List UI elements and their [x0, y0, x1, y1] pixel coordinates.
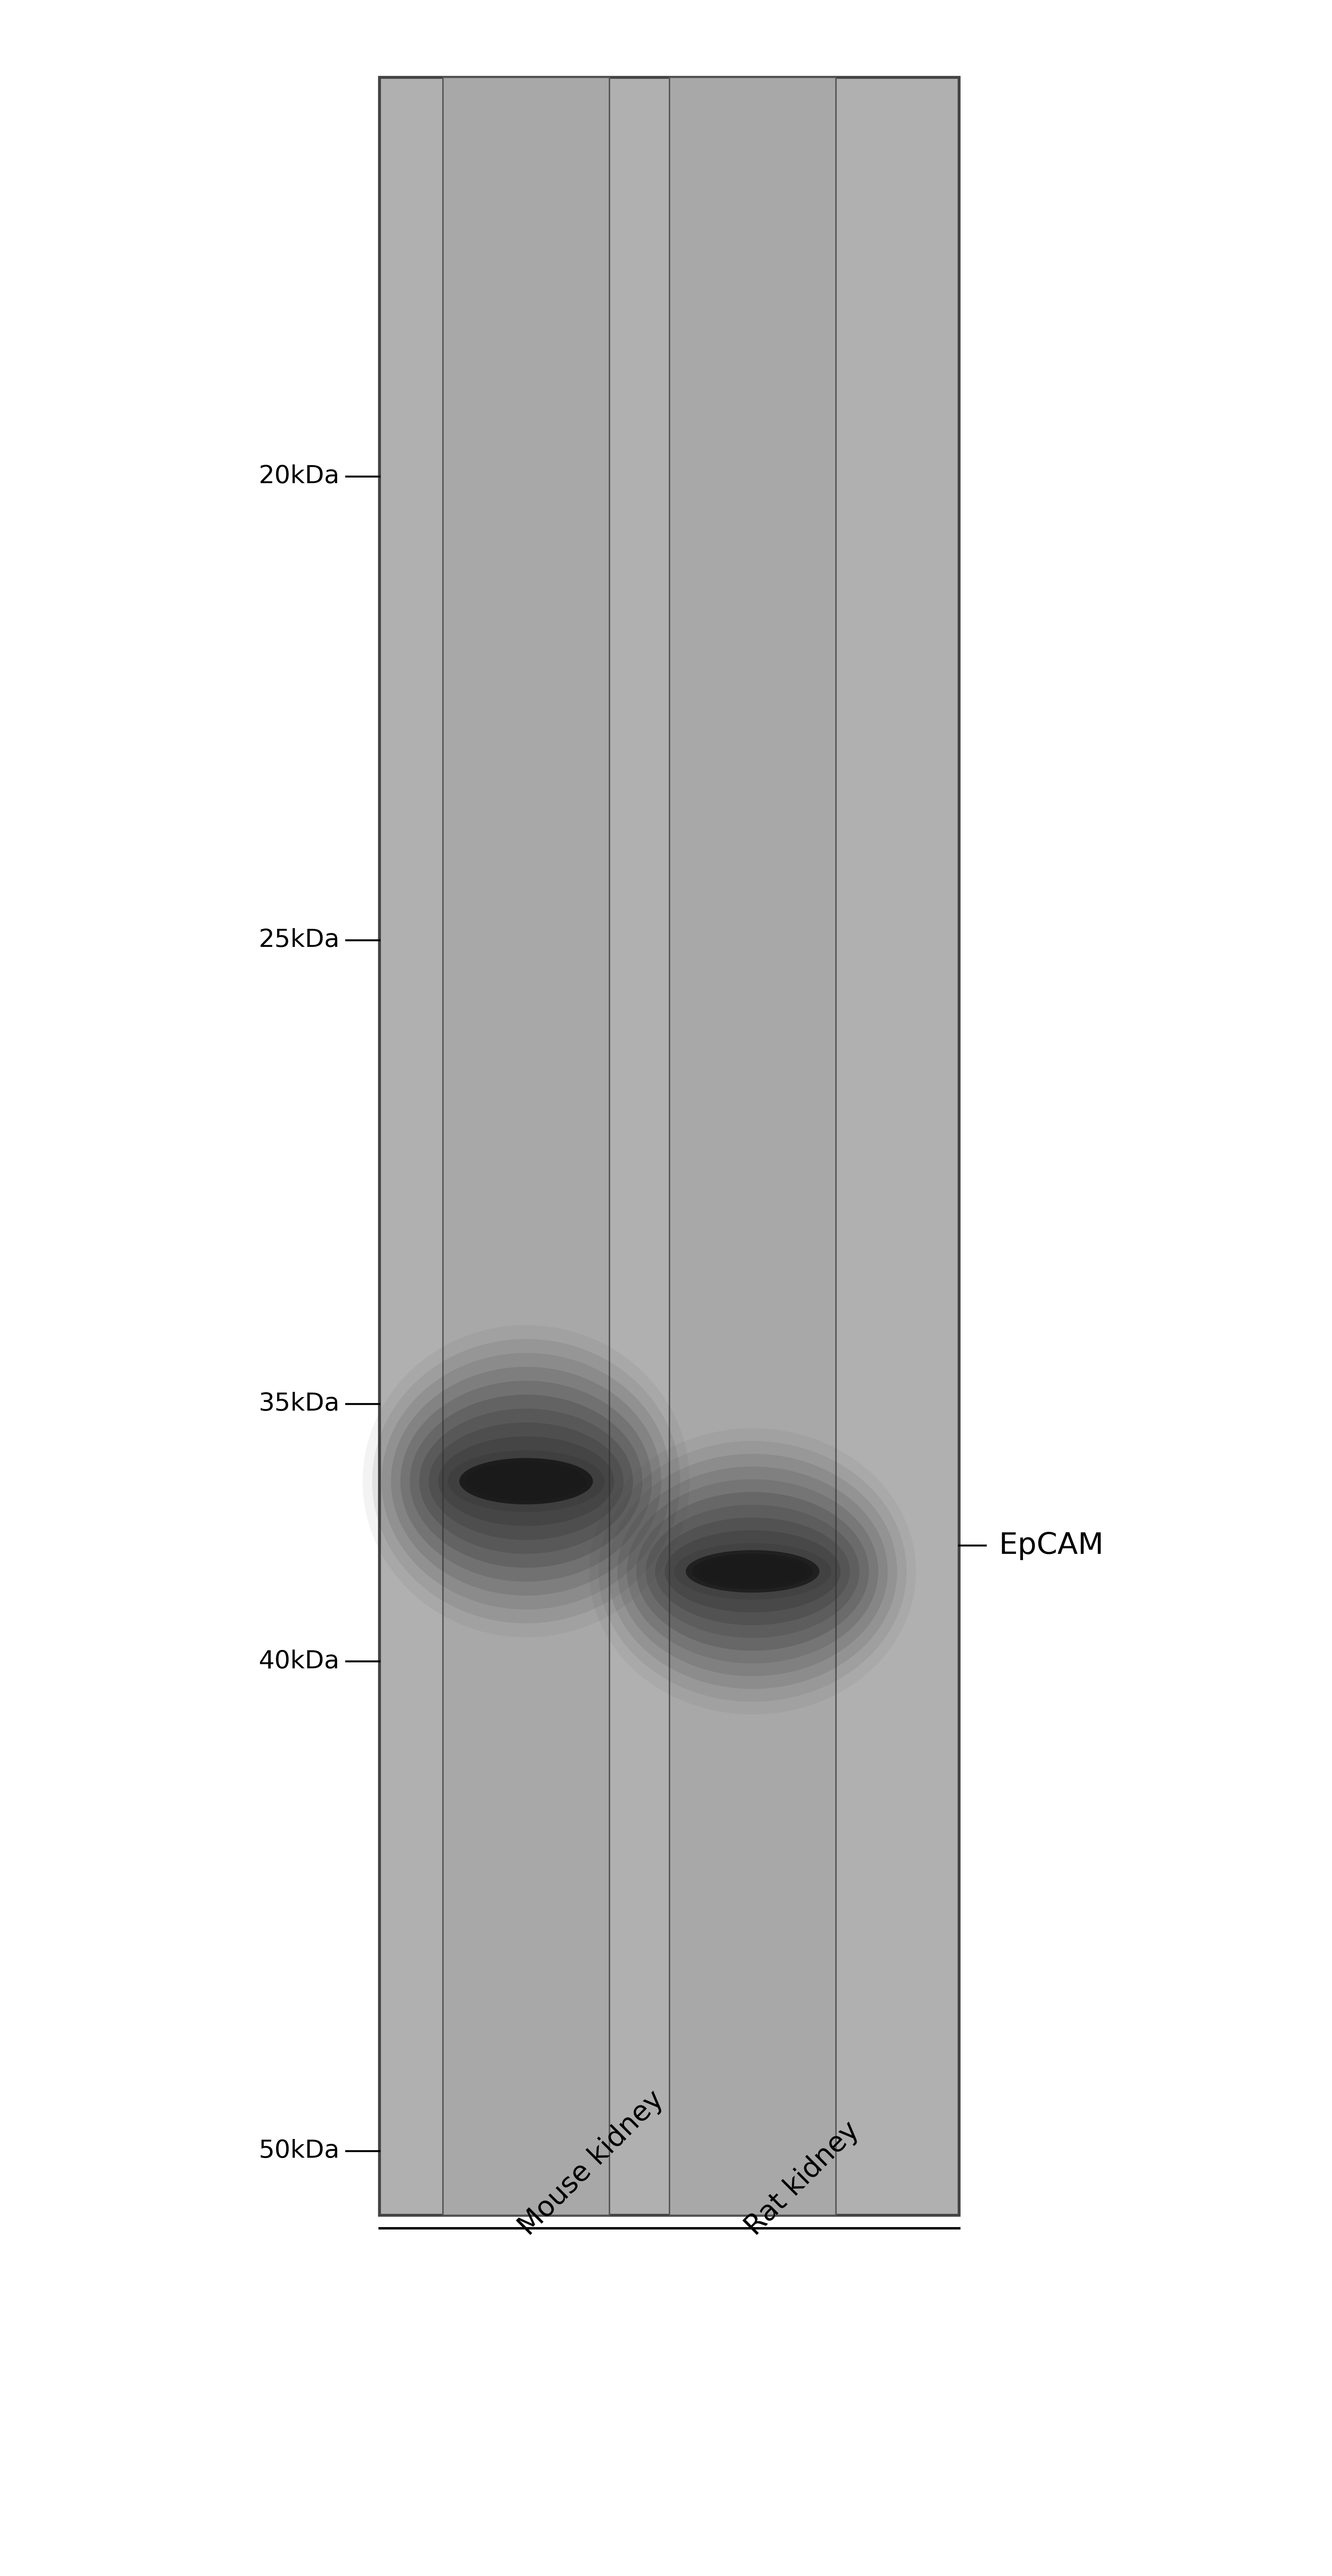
Text: Rat kidney: Rat kidney — [741, 2117, 864, 2241]
Text: 50kDa: 50kDa — [258, 2138, 340, 2164]
Ellipse shape — [466, 1461, 586, 1502]
Ellipse shape — [372, 1340, 681, 1623]
Ellipse shape — [460, 1458, 593, 1504]
Ellipse shape — [448, 1450, 605, 1512]
Ellipse shape — [381, 1352, 671, 1610]
Ellipse shape — [392, 1368, 661, 1595]
Ellipse shape — [705, 1561, 801, 1582]
Ellipse shape — [607, 1453, 898, 1690]
FancyBboxPatch shape — [669, 77, 836, 2215]
Ellipse shape — [637, 1492, 868, 1651]
FancyBboxPatch shape — [380, 77, 959, 2215]
Text: 35kDa: 35kDa — [258, 1391, 340, 1417]
Ellipse shape — [478, 1468, 574, 1494]
Ellipse shape — [646, 1504, 859, 1638]
Ellipse shape — [472, 1466, 581, 1497]
Ellipse shape — [410, 1394, 642, 1569]
Text: 20kDa: 20kDa — [258, 464, 340, 489]
Ellipse shape — [693, 1553, 813, 1589]
Text: EpCAM: EpCAM — [999, 1530, 1104, 1561]
Ellipse shape — [698, 1556, 807, 1587]
Ellipse shape — [362, 1324, 690, 1638]
Ellipse shape — [401, 1381, 651, 1582]
Ellipse shape — [429, 1422, 623, 1540]
Ellipse shape — [674, 1543, 831, 1600]
Ellipse shape — [598, 1440, 907, 1703]
Text: 25kDa: 25kDa — [258, 927, 340, 953]
Ellipse shape — [618, 1466, 887, 1677]
Ellipse shape — [686, 1551, 819, 1592]
Ellipse shape — [627, 1479, 878, 1664]
Ellipse shape — [655, 1517, 850, 1625]
Ellipse shape — [420, 1409, 633, 1553]
Ellipse shape — [665, 1530, 840, 1613]
Ellipse shape — [589, 1427, 916, 1716]
FancyBboxPatch shape — [442, 77, 610, 2215]
Text: 40kDa: 40kDa — [258, 1649, 340, 1674]
Ellipse shape — [438, 1437, 614, 1525]
Text: Mouse kidney: Mouse kidney — [514, 2087, 669, 2241]
